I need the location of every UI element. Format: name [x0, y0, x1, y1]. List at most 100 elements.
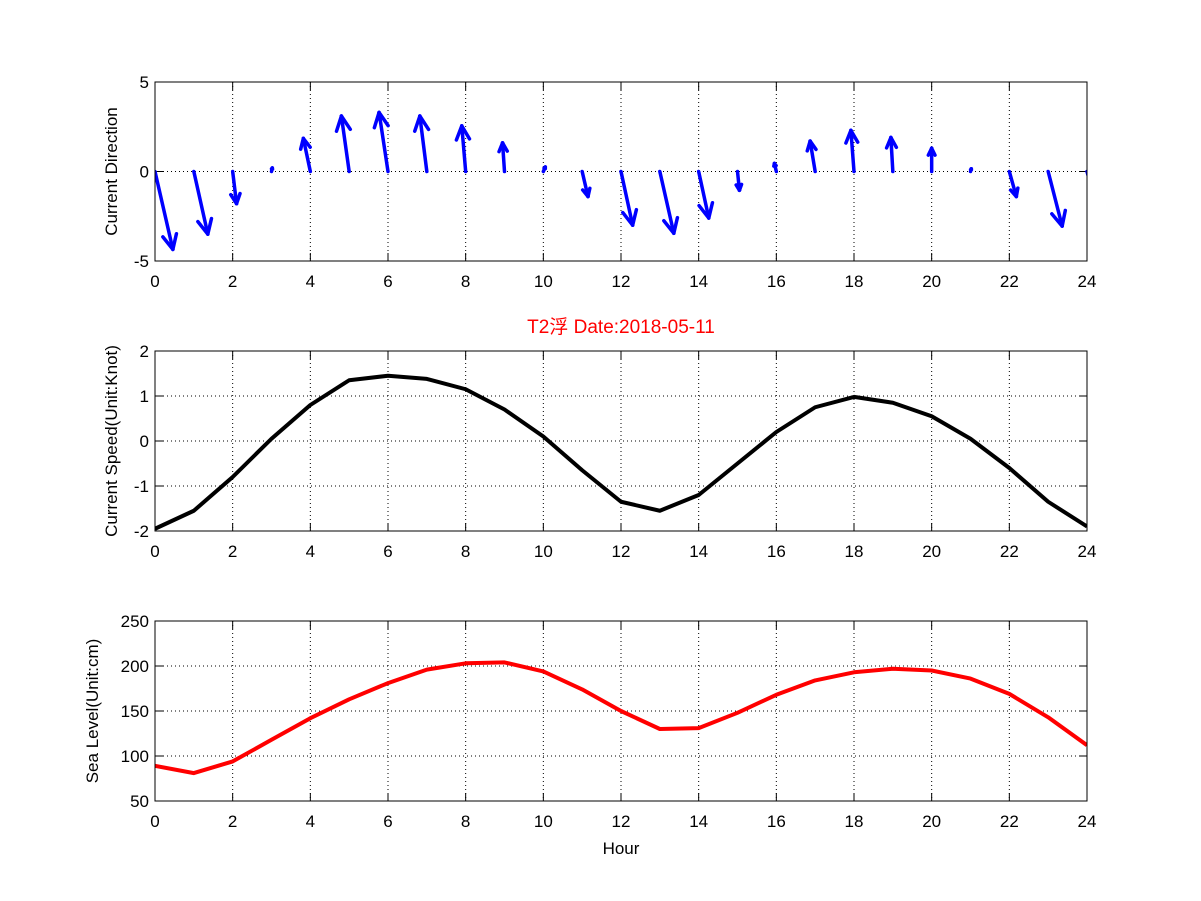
- x-tick-label: 4: [306, 542, 315, 561]
- arrow-head: [844, 128, 853, 145]
- x-tick-label: 12: [612, 272, 631, 291]
- direction-arrow: [155, 169, 179, 252]
- arrow-head: [630, 207, 639, 227]
- arrow-shaft: [192, 169, 210, 236]
- data-layer: [155, 110, 1106, 252]
- arrow-shaft: [500, 141, 507, 174]
- axes-box: [154, 81, 1088, 262]
- x-tick-label: 16: [767, 542, 786, 561]
- sea-level-line: [155, 660, 1087, 776]
- arrow-head: [772, 161, 778, 168]
- x-tick-label: 24: [1078, 812, 1097, 831]
- y-tick-label: -5: [134, 252, 149, 271]
- axes-box: [154, 620, 1088, 802]
- arrow-head: [580, 188, 590, 199]
- direction-arrow: [298, 136, 313, 174]
- arrow-shaft: [889, 135, 895, 174]
- x-tick-label: 6: [383, 812, 392, 831]
- y-tick-label: -1: [134, 477, 149, 496]
- axes-box: [154, 350, 1088, 532]
- arrow-shaft: [339, 114, 351, 174]
- y-tick-label: 100: [121, 747, 149, 766]
- y-tick-label: 150: [121, 702, 149, 721]
- arrow-shaft: [619, 169, 635, 227]
- y-tick-label: 2: [140, 342, 149, 361]
- x-tick-label: 4: [306, 272, 315, 291]
- x-tick-label: 14: [689, 812, 708, 831]
- arrow-head: [889, 135, 899, 150]
- x-tick-label: 6: [383, 272, 392, 291]
- direction-arrow: [772, 161, 779, 174]
- arrow-head: [707, 201, 715, 220]
- x-tick-label: 22: [1000, 812, 1019, 831]
- arrow-head: [1060, 208, 1068, 228]
- x-tick-label: 18: [845, 542, 864, 561]
- arrow-shaft: [1007, 169, 1019, 199]
- direction-arrow: [334, 114, 353, 174]
- arrow-head: [1008, 188, 1019, 199]
- direction-arrow: [192, 169, 214, 236]
- x-tick-label: 8: [461, 542, 470, 561]
- x-tick-label: 24: [1078, 542, 1097, 561]
- x-tick-label: 14: [689, 542, 708, 561]
- arrow-shaft: [849, 128, 856, 174]
- x-tick-label: 20: [922, 812, 941, 831]
- arrow-shaft: [301, 136, 313, 174]
- direction-arrow: [805, 139, 818, 174]
- x-tick-label: 6: [383, 542, 392, 561]
- arrow-head: [334, 114, 344, 133]
- direction-arrow: [580, 169, 592, 199]
- arrow-head: [929, 146, 937, 157]
- arrow-shaft: [418, 114, 429, 174]
- arrow-head: [418, 114, 431, 132]
- arrow-head: [301, 136, 312, 149]
- x-tick-label: 14: [689, 272, 708, 291]
- direction-arrow: [1085, 169, 1106, 229]
- direction-arrow: [454, 124, 472, 174]
- x-tick-label: 10: [534, 542, 553, 561]
- arrow-head: [662, 218, 676, 236]
- x-tick-label: 0: [150, 542, 159, 561]
- x-tick-label: 0: [150, 272, 159, 291]
- y-axis-label: Current Speed(Unit:Knot): [102, 345, 121, 537]
- y-axis-label: Current Direction: [102, 107, 121, 236]
- x-tick-label: 22: [1000, 542, 1019, 561]
- arrow-head: [849, 128, 860, 144]
- arrow-shaft: [808, 139, 817, 174]
- data-layer: [155, 373, 1087, 531]
- direction-arrow: [968, 167, 974, 174]
- arrow-head: [1092, 217, 1102, 229]
- direction-arrow: [926, 146, 937, 174]
- x-tick-label: 18: [845, 812, 864, 831]
- arrow-head: [454, 124, 464, 142]
- arrow-shaft: [1046, 169, 1064, 228]
- x-tick-label: 4: [306, 812, 315, 831]
- y-tick-label: -2: [134, 522, 149, 541]
- x-tick-label: 10: [534, 272, 553, 291]
- y-tick-label: 200: [121, 657, 149, 676]
- x-tick-label: 16: [767, 272, 786, 291]
- y-tick-label: 250: [121, 612, 149, 631]
- arrow-head: [672, 215, 680, 236]
- arrow-head: [1103, 213, 1106, 229]
- arrow-head: [697, 203, 711, 220]
- direction-arrow: [541, 165, 548, 174]
- y-tick-label: 0: [140, 163, 149, 182]
- x-tick-label: 2: [228, 272, 237, 291]
- speed-line: [155, 373, 1087, 531]
- direction-arrow: [844, 128, 860, 174]
- direction-arrow: [884, 135, 899, 174]
- x-tick-label: 24: [1078, 272, 1097, 291]
- x-tick-label: 22: [1000, 272, 1019, 291]
- x-tick-label: 18: [845, 272, 864, 291]
- arrow-shaft: [658, 169, 676, 236]
- arrow-head: [734, 183, 742, 193]
- arrow-head: [808, 139, 818, 152]
- x-tick-label: 12: [612, 812, 631, 831]
- arrow-head: [161, 235, 175, 252]
- direction-arrow: [696, 169, 715, 220]
